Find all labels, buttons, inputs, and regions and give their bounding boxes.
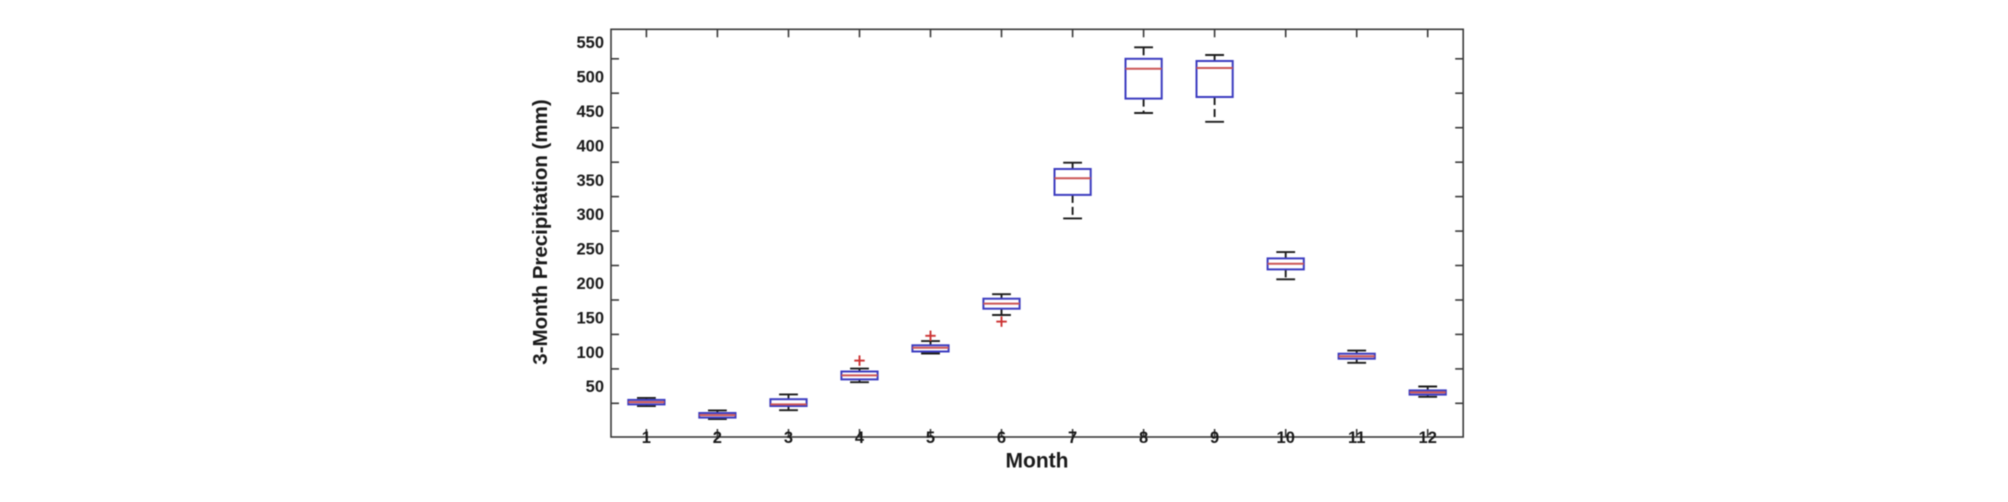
svg-text:300: 300 — [576, 206, 604, 224]
svg-text:100: 100 — [576, 344, 604, 362]
svg-text:350: 350 — [576, 172, 604, 190]
svg-text:Month: Month — [1006, 450, 1069, 473]
svg-text:3: 3 — [784, 429, 793, 447]
svg-text:8: 8 — [1139, 429, 1148, 447]
svg-text:11: 11 — [1348, 429, 1365, 447]
svg-text:400: 400 — [576, 137, 604, 155]
svg-text:4: 4 — [855, 429, 865, 447]
svg-text:550: 550 — [576, 34, 604, 52]
svg-text:12: 12 — [1419, 429, 1437, 447]
svg-text:50: 50 — [586, 378, 604, 396]
svg-text:1: 1 — [642, 429, 651, 447]
svg-text:2: 2 — [713, 429, 722, 447]
svg-text:10: 10 — [1277, 429, 1295, 447]
svg-text:6: 6 — [997, 429, 1006, 447]
svg-text:3-Month Precipitation (mm): 3-Month Precipitation (mm) — [529, 99, 552, 364]
svg-text:200: 200 — [576, 275, 604, 293]
svg-text:150: 150 — [576, 309, 604, 327]
svg-text:500: 500 — [576, 69, 604, 87]
svg-text:5: 5 — [926, 429, 935, 447]
svg-text:7: 7 — [1068, 429, 1077, 447]
svg-text:250: 250 — [576, 241, 604, 259]
svg-text:9: 9 — [1210, 429, 1219, 447]
svg-text:450: 450 — [576, 103, 604, 121]
